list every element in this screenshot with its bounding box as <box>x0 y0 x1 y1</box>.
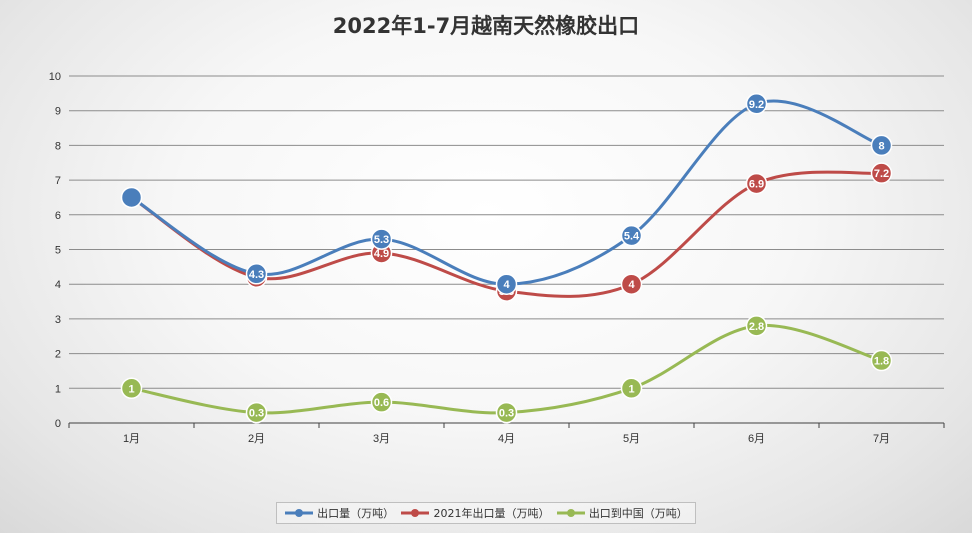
data-label: 4.3 <box>249 269 264 281</box>
data-point <box>620 224 643 247</box>
series-line <box>130 99 883 286</box>
data-label: 1 <box>128 383 134 395</box>
data-point <box>120 186 143 209</box>
data-point <box>745 172 768 195</box>
data-label: 0.3 <box>499 408 514 420</box>
y-tick-label: 2 <box>55 349 61 361</box>
y-tick-label: 10 <box>49 71 61 83</box>
legend-label: 出口到中国（万吨） <box>588 507 688 520</box>
data-point <box>745 315 768 337</box>
data-label: 5.4 <box>624 231 640 243</box>
legend-item: 出口量（万吨） <box>284 505 394 521</box>
data-point <box>120 377 143 400</box>
data-point <box>495 401 518 424</box>
legend-swatch <box>401 509 430 517</box>
legend-item: 2021年出口量（万吨） <box>400 505 549 521</box>
data-point <box>870 162 893 184</box>
data-label: 0.3 <box>249 408 264 420</box>
chart-title: 2022年1-7月越南天然橡胶出口 <box>332 14 640 38</box>
x-tick-label: 4月 <box>498 433 515 445</box>
data-point <box>620 273 643 295</box>
x-tick-label: 7月 <box>873 433 890 445</box>
legend-label: 2021年出口量（万吨） <box>433 507 550 520</box>
y-tick-label: 9 <box>55 106 61 118</box>
y-tick-label: 0 <box>55 418 61 430</box>
legend: 出口量（万吨） 2021年出口量（万吨） 出口到中国（万吨） <box>276 502 696 524</box>
data-label: 0.6 <box>374 397 389 409</box>
x-tick-label: 2月 <box>248 433 265 445</box>
y-tick-label: 7 <box>55 175 61 187</box>
data-point <box>370 391 393 413</box>
data-label: 2.8 <box>749 321 764 333</box>
data-label: 5.3 <box>374 234 389 246</box>
data-point <box>870 349 893 372</box>
data-label: 1.8 <box>874 356 889 368</box>
data-point <box>245 263 268 285</box>
x-tick-label: 6月 <box>748 433 765 445</box>
legend-swatch <box>556 509 585 517</box>
data-label: 7.2 <box>874 168 889 180</box>
legend-item: 出口到中国（万吨） <box>556 505 688 521</box>
y-tick-label: 5 <box>55 245 61 257</box>
x-tick-label: 3月 <box>373 433 390 445</box>
data-point <box>370 228 393 250</box>
series-line <box>130 323 883 415</box>
data-point <box>870 134 893 157</box>
data-label: 4.9 <box>374 248 389 260</box>
data-label: 4 <box>628 279 635 291</box>
data-point <box>745 93 768 115</box>
y-tick-label: 6 <box>55 210 61 222</box>
y-tick-label: 4 <box>55 279 61 291</box>
legend-label: 出口量（万吨） <box>317 507 395 520</box>
x-tick-label: 1月 <box>123 433 140 445</box>
y-tick-label: 1 <box>55 383 61 395</box>
data-label: 6.9 <box>749 179 764 191</box>
data-point <box>495 273 518 295</box>
x-tick-label: 5月 <box>623 433 640 445</box>
data-point <box>620 377 643 400</box>
legend-swatch <box>285 509 314 517</box>
y-tick-label: 3 <box>55 314 61 326</box>
data-label: 1 <box>628 383 634 395</box>
data-point <box>245 401 268 424</box>
y-tick-label: 8 <box>55 140 61 152</box>
data-label: 9.2 <box>749 99 764 111</box>
data-label: 8 <box>878 140 884 152</box>
data-label: 4 <box>503 279 510 291</box>
